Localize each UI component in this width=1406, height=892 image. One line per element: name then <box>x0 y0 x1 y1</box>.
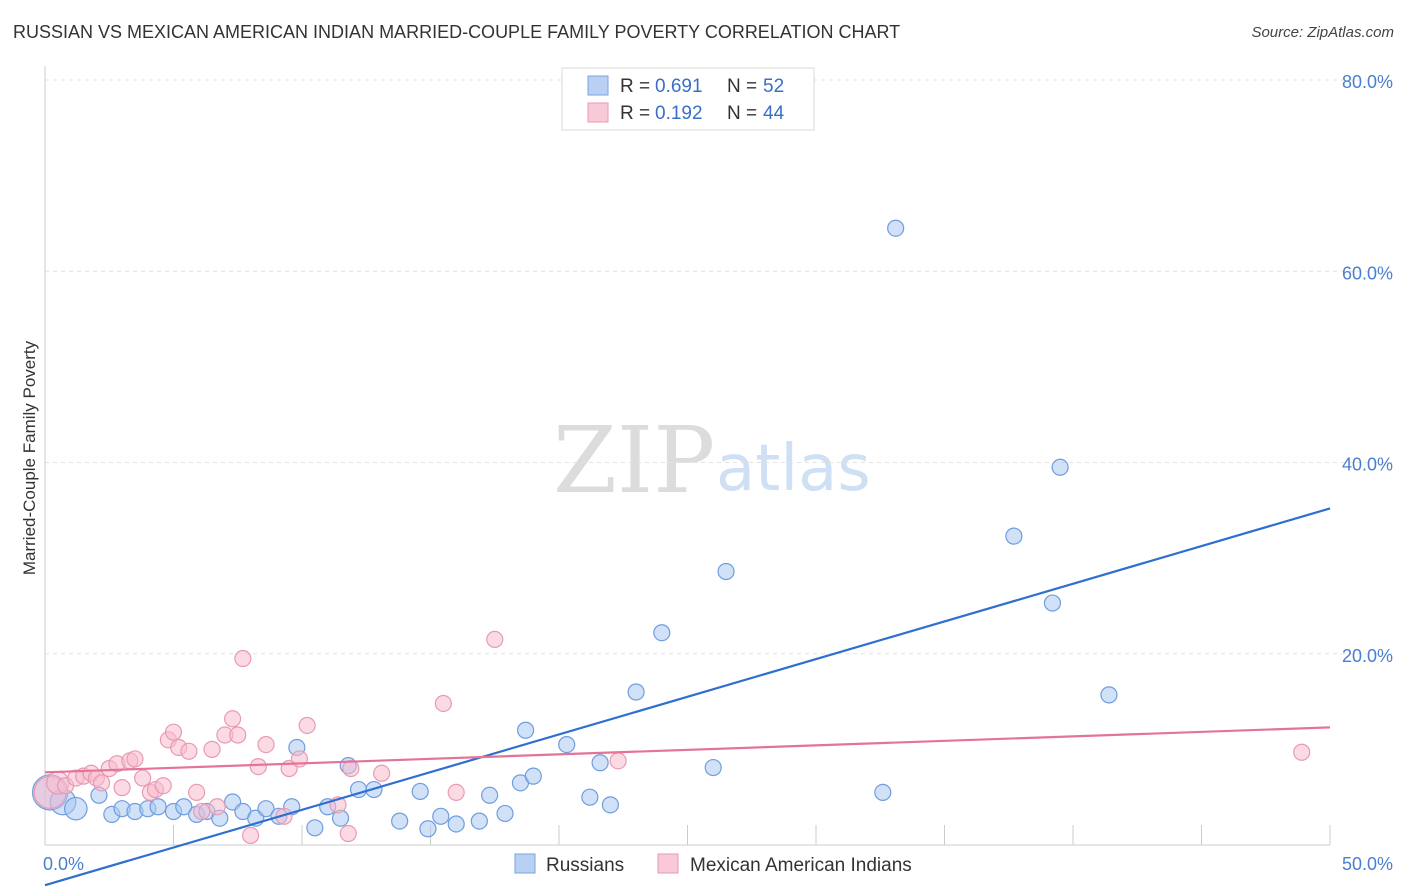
data-point-0-28 <box>411 782 429 801</box>
data-point-1-40 <box>434 694 452 713</box>
watermark-zip: ZIP <box>553 407 715 514</box>
data-point-0-29 <box>419 820 437 838</box>
data-point-0-39 <box>581 788 599 806</box>
series-mexican-american-indians <box>33 630 1311 845</box>
data-point-0-8 <box>149 798 167 816</box>
data-point-0-33 <box>481 786 499 804</box>
bottom-legend: Russians Mexican American Indians <box>514 853 912 876</box>
trend-layer <box>44 507 1331 887</box>
data-point-1-12 <box>126 750 144 768</box>
bottom-legend-label-mexican-american-indians: Mexican American Indians <box>690 855 912 876</box>
trend-line-mexican-american-indians <box>44 726 1331 774</box>
data-point-1-30 <box>249 757 267 776</box>
data-point-0-49 <box>1043 594 1062 612</box>
data-point-0-37 <box>524 767 542 785</box>
legend-swatch-mexican-american-indians <box>587 102 609 123</box>
data-point-1-37 <box>339 824 357 843</box>
data-point-0-30 <box>432 807 450 825</box>
chart-title: RUSSIAN VS MEXICAN AMERICAN INDIAN MARRI… <box>13 22 901 42</box>
data-point-1-39 <box>373 764 391 782</box>
data-point-0-10 <box>175 798 193 816</box>
series-russians <box>31 219 1118 838</box>
data-point-0-46 <box>874 783 892 802</box>
source-credit: Source: ZipAtlas.com <box>1251 24 1394 41</box>
data-point-1-20 <box>180 742 198 760</box>
bottom-legend-swatch-russians <box>514 853 536 874</box>
data-point-0-34 <box>496 804 514 823</box>
data-point-0-31 <box>447 815 465 833</box>
data-point-1-35 <box>298 716 316 735</box>
data-point-1-13 <box>134 769 152 787</box>
data-point-1-23 <box>203 740 221 758</box>
legend-swatch-russians <box>587 75 609 96</box>
data-point-0-50 <box>1051 458 1069 476</box>
data-point-1-7 <box>92 774 111 792</box>
legend-r-value-0: 0.691 <box>655 76 703 97</box>
grid <box>45 79 1392 655</box>
data-point-0-48 <box>1005 527 1023 545</box>
data-point-0-42 <box>627 683 645 701</box>
y-tick-label-2: 60.0% <box>1342 263 1393 283</box>
y-axis-label: Married-Couple Family Poverty <box>20 340 39 575</box>
x-tick-label-0: 0.0% <box>43 854 84 874</box>
data-point-0-41 <box>601 796 620 814</box>
watermark: ZIP atlas <box>553 407 871 514</box>
legend-r-label-0: R = <box>620 76 650 97</box>
x-tick-label-1: 50.0% <box>1342 854 1393 874</box>
data-point-1-18 <box>164 723 183 741</box>
y-tick-label-1: 40.0% <box>1342 455 1393 475</box>
legend-n-value-0: 52 <box>763 76 784 97</box>
data-point-0-21 <box>306 819 324 837</box>
data-point-1-27 <box>229 726 247 744</box>
watermark-atlas: atlas <box>716 432 871 506</box>
bottom-legend-label-russians: Russians <box>546 855 624 876</box>
data-point-1-16 <box>154 777 172 795</box>
data-point-1-22 <box>193 802 211 821</box>
legend-n-label-0: N = <box>727 76 757 97</box>
legend-r-label-1: R = <box>620 103 650 124</box>
y-tick-label-0: 20.0% <box>1342 646 1393 666</box>
data-point-1-43 <box>609 752 627 770</box>
data-point-0-32 <box>470 812 488 830</box>
data-point-0-17 <box>257 800 275 818</box>
trend-line-russians <box>44 507 1331 887</box>
legend-r-value-1: 0.192 <box>655 103 703 124</box>
data-point-0-40 <box>591 754 609 772</box>
data-point-0-38 <box>558 735 576 754</box>
data-point-1-41 <box>447 783 465 802</box>
data-point-0-2 <box>64 796 88 821</box>
data-point-1-44 <box>1293 743 1311 761</box>
data-point-1-21 <box>188 783 206 802</box>
data-point-1-28 <box>234 649 252 668</box>
y-tick-label-3: 80.0% <box>1342 72 1393 92</box>
data-point-1-42 <box>486 630 504 649</box>
data-point-1-26 <box>224 710 242 728</box>
legend-n-label-1: N = <box>727 103 757 124</box>
data-point-0-44 <box>704 758 722 777</box>
bottom-legend-swatch-mexican-american-indians <box>657 853 679 874</box>
data-point-1-29 <box>242 826 260 845</box>
tick-labels: 20.0% 40.0% 60.0% 80.0% 0.0% 50.0% <box>43 72 1393 874</box>
data-point-0-45 <box>717 562 735 581</box>
data-point-0-27 <box>391 812 409 830</box>
legend-n-value-1: 44 <box>763 103 785 124</box>
legend: R = 0.691 N = 52 R = 0.192 N = 44 <box>561 67 815 131</box>
data-point-0-43 <box>653 624 671 642</box>
data-point-1-38 <box>342 759 360 778</box>
data-point-0-47 <box>887 219 905 237</box>
data-point-0-36 <box>516 721 535 739</box>
data-point-1-10 <box>113 779 131 797</box>
data-point-0-51 <box>1100 686 1118 704</box>
data-point-1-24 <box>208 798 226 816</box>
data-point-1-31 <box>257 735 275 754</box>
